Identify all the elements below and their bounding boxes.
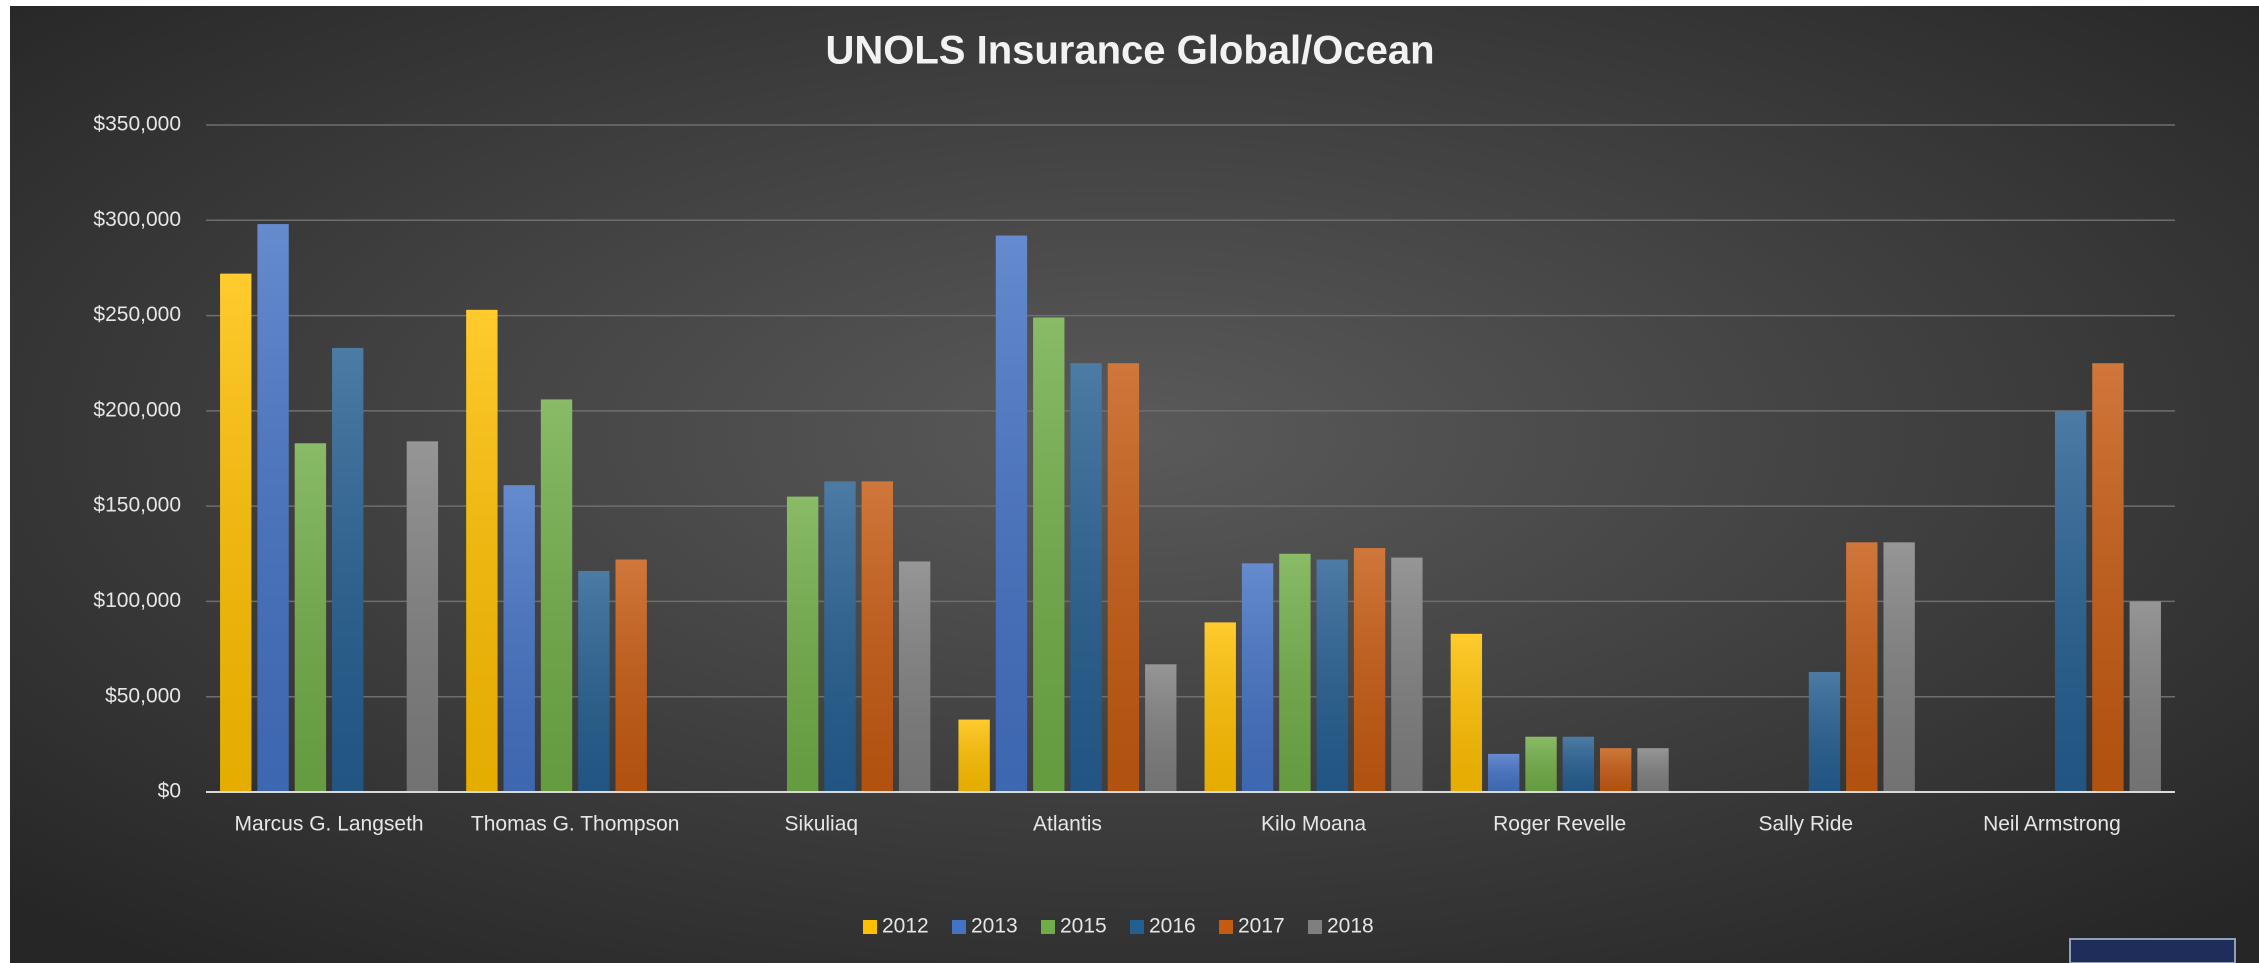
bar <box>1600 748 1632 792</box>
y-tick-label: $350,000 <box>93 113 181 136</box>
y-tick-label: $150,000 <box>93 494 181 517</box>
bar <box>958 719 990 792</box>
legend-swatch <box>1130 920 1144 934</box>
y-tick-label: $200,000 <box>93 398 181 421</box>
bar <box>1033 317 1065 792</box>
legend-swatch <box>1219 920 1233 934</box>
bar <box>1846 542 1878 792</box>
x-tick-label: Roger Revelle <box>1493 813 1626 836</box>
bar <box>861 481 893 792</box>
x-tick-label: Sally Ride <box>1759 813 1854 836</box>
legend-label: 2018 <box>1327 915 1374 938</box>
bar <box>1391 557 1423 792</box>
bar <box>995 235 1028 792</box>
bar <box>1883 542 1915 792</box>
x-tick-label: Thomas G. Thompson <box>471 813 680 836</box>
bar <box>578 570 610 792</box>
legend-swatch <box>952 920 966 934</box>
bar <box>540 399 573 792</box>
bar <box>898 561 931 792</box>
bar <box>1637 748 1669 792</box>
legend-swatch <box>863 920 877 934</box>
chart-title: UNOLS Insurance Global/Ocean <box>825 29 1434 73</box>
x-tick-label: Atlantis <box>1033 813 1102 836</box>
y-tick-label: $0 <box>158 780 181 803</box>
bar <box>466 309 498 792</box>
bar <box>1353 548 1386 792</box>
x-tick-label: Neil Armstrong <box>1983 813 2121 836</box>
legend-swatch <box>1041 920 1055 934</box>
bar <box>294 443 327 792</box>
bar <box>1316 559 1348 792</box>
bar <box>1525 736 1557 792</box>
bar <box>786 496 819 792</box>
y-tick-label: $50,000 <box>105 684 181 707</box>
legend-label: 2012 <box>882 915 929 938</box>
bar <box>257 224 289 792</box>
bar <box>1562 736 1595 792</box>
legend-label: 2013 <box>971 915 1018 938</box>
y-tick-label: $250,000 <box>93 303 181 326</box>
bar <box>1070 363 1102 792</box>
corner-box <box>2069 938 2236 963</box>
bar <box>1241 563 1274 792</box>
bar <box>1488 753 1520 792</box>
legend-label: 2016 <box>1149 915 1196 938</box>
bar <box>824 481 856 792</box>
bar <box>2129 601 2161 792</box>
bar <box>1279 553 1311 792</box>
legend: 2012 2013 2015 2016 2017 2018 <box>863 915 1374 938</box>
bar <box>220 273 252 792</box>
x-tick-label: Sikuliaq <box>785 813 859 836</box>
y-tick-label: $300,000 <box>93 208 181 231</box>
bar <box>332 347 364 792</box>
bar <box>1450 633 1483 792</box>
y-tick-label: $100,000 <box>93 589 181 612</box>
bar <box>2054 410 2087 792</box>
x-tick-label: Kilo Moana <box>1261 813 1366 836</box>
bar <box>1808 671 1841 792</box>
legend-swatch <box>1308 920 1322 934</box>
legend-label: 2017 <box>1238 915 1285 938</box>
bar <box>1107 363 1140 792</box>
bar <box>2092 363 2124 792</box>
bar <box>406 441 439 792</box>
bar <box>615 559 647 792</box>
legend-label: 2015 <box>1060 915 1107 938</box>
x-tick-label: Marcus G. Langseth <box>235 813 424 836</box>
bar <box>1145 664 1177 792</box>
bar <box>1204 622 1236 792</box>
bar <box>503 485 535 792</box>
